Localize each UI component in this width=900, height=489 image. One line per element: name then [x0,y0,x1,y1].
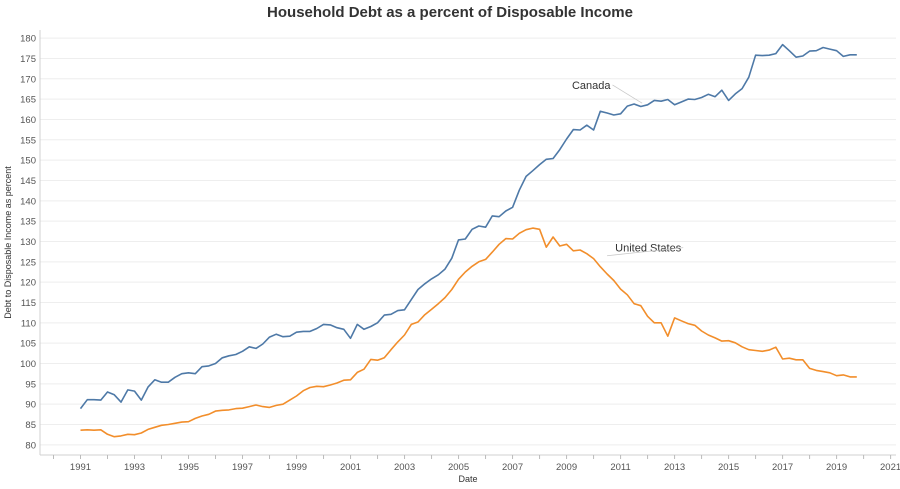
y-tick-label: 175 [20,54,36,65]
annotation-united-states: United States [615,243,682,255]
y-axis-title: Debt to Disposable Income as percent [3,166,13,319]
y-tick-label: 160 [20,115,36,126]
gridlines [40,37,896,446]
series-line-canada [79,43,857,410]
x-tick-label: 1999 [286,462,307,473]
y-tick-label: 125 [20,257,36,268]
y-tick-label: 85 [25,420,36,431]
x-axis-ticks: 1991 1993 1995 1997 1999 2001 2003 2005 2007 2009… [53,455,900,473]
x-tick-label: 2013 [664,462,685,473]
x-tick-label: 2021 [880,462,900,473]
y-tick-label: 135 [20,217,36,228]
series-lines [79,43,857,438]
y-tick-label: 115 [21,298,36,309]
y-tick-label: 80 [25,440,36,451]
x-tick-label: 2015 [718,462,739,473]
x-tick-label: 2005 [448,462,469,473]
y-tick-label: 100 [20,359,36,370]
x-tick-label: 1997 [232,462,253,473]
y-axis-ticks: 80 85 90 95 100 105 110 115 120 125 130 135 140 145 15… [20,34,36,452]
axes [39,30,896,456]
x-tick-label: 2003 [394,462,415,473]
y-tick-label: 165 [20,95,36,106]
x-tick-label: 2017 [772,462,793,473]
x-tick-label: 2009 [556,462,577,473]
series-line-united-states [80,227,857,438]
y-tick-label: 110 [21,318,36,329]
y-tick-label: 155 [20,135,36,146]
y-tick-label: 150 [20,156,36,167]
y-tick-label: 130 [20,237,36,248]
x-tick-label: 1991 [70,462,91,473]
x-axis-title: Date [458,474,477,484]
x-tick-label: 2001 [340,462,361,473]
x-tick-label: 2007 [502,462,523,473]
annotation-canada: Canada [572,80,611,92]
chart-title: Household Debt as a percent of Disposabl… [267,4,633,21]
x-tick-label: 1995 [178,462,199,473]
y-tick-label: 120 [20,278,36,289]
y-tick-label: 170 [20,74,36,85]
y-tick-label: 145 [20,176,36,187]
y-tick-label: 105 [20,339,36,350]
annotation-pointer [612,84,643,104]
annotation-pointer [607,247,684,257]
y-tick-label: 180 [20,34,36,45]
y-tick-label: 140 [20,196,36,207]
x-tick-label: 1993 [124,462,145,473]
x-tick-label: 2019 [826,462,847,473]
y-tick-label: 95 [25,379,36,390]
y-tick-label: 90 [25,400,36,411]
annotations: Canada United States [572,80,684,257]
x-tick-label: 2011 [610,462,630,473]
